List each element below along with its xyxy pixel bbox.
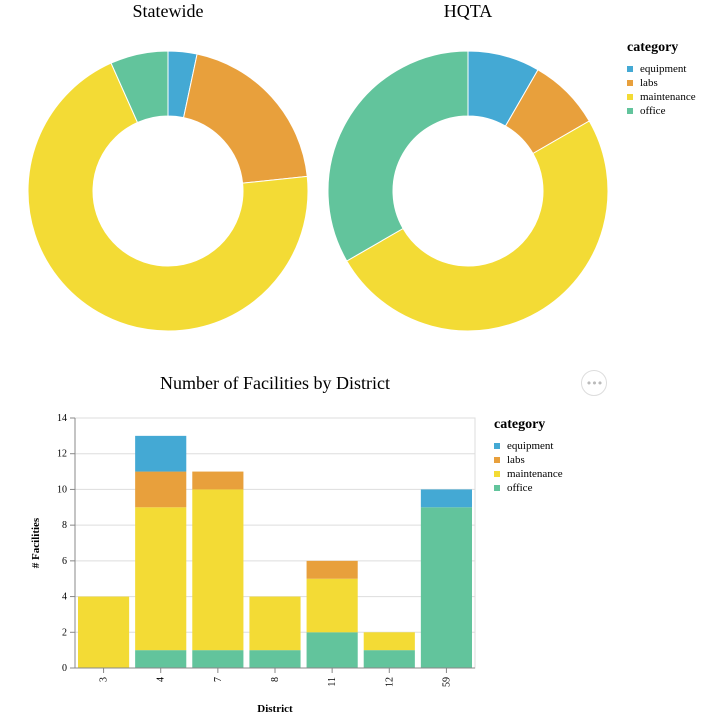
hqta-donut-chart: [327, 50, 609, 332]
y-tick-label: 14: [57, 413, 67, 424]
statewide-donut-chart: [27, 50, 309, 332]
top-legend-item-equipment[interactable]: equipment: [627, 62, 696, 76]
bar-maintenance-district-3[interactable]: [78, 596, 130, 668]
bottom-legend-item-office[interactable]: office: [494, 481, 563, 495]
bar-chart-marks: [78, 435, 472, 668]
y-tick-label: 12: [57, 449, 67, 460]
y-tick-label: 2: [62, 627, 67, 638]
bar-maintenance-district-11[interactable]: [306, 578, 358, 633]
bar-maintenance-district-7[interactable]: [192, 489, 244, 651]
bar-office-district-59[interactable]: [420, 507, 472, 668]
statewide-chart-title: Statewide: [132, 1, 204, 21]
top-legend-item-labs[interactable]: labs: [627, 76, 696, 90]
hqta-chart-title: HQTA: [443, 1, 493, 21]
bar-labs-district-11[interactable]: [306, 560, 358, 579]
bottom-legend-swatch-labs: [494, 457, 500, 463]
top-legend-swatch-office: [627, 108, 633, 114]
y-tick-label: 8: [62, 520, 67, 531]
bar-maintenance-district-12[interactable]: [363, 632, 415, 651]
donut-statewide-slice-office[interactable]: [110, 50, 169, 124]
bottom-legend-swatch-maintenance: [494, 471, 500, 477]
top-legend-label-maintenance: maintenance: [640, 91, 696, 103]
donut-statewide-slice-maintenance[interactable]: [27, 62, 309, 332]
bar-office-district-4[interactable]: [135, 650, 187, 668]
top-legend-swatch-maintenance: [627, 94, 633, 100]
y-tick-label: 4: [62, 592, 67, 603]
chart-menu-button[interactable]: •••: [581, 370, 607, 396]
top-legend-swatch-labs: [627, 80, 633, 86]
top-legend-item-office[interactable]: office: [627, 104, 696, 118]
x-tick-label: 7: [213, 677, 224, 682]
y-tick-label: 10: [57, 484, 67, 495]
bar-labs-district-7[interactable]: [192, 471, 244, 490]
x-tick-label: 8: [270, 677, 281, 682]
bar-maintenance-district-8[interactable]: [249, 596, 301, 651]
bottom-legend-swatch-office: [494, 485, 500, 491]
y-tick-label: 6: [62, 556, 67, 567]
bar-equipment-district-4[interactable]: [135, 435, 187, 472]
bar-office-district-12[interactable]: [363, 650, 415, 668]
top-legend: category equipment labs maintenance offi…: [627, 40, 696, 118]
top-legend-item-maintenance[interactable]: maintenance: [627, 90, 696, 104]
x-tick-label: 3: [99, 677, 110, 682]
ellipsis-icon: •••: [585, 376, 603, 390]
y-axis-title: # Facilities: [30, 517, 42, 568]
donut-hqta-slice-office[interactable]: [327, 50, 469, 262]
bar-chart-axes: 0 2 4 6 8 10 12 14 3 4 7 8 11 12 59 District # Facilitie…: [30, 413, 475, 715]
x-tick-label: 12: [384, 677, 395, 687]
x-tick-label: 59: [441, 677, 452, 687]
top-legend-label-equipment: equipment: [640, 63, 687, 75]
bottom-legend-swatch-equipment: [494, 443, 500, 449]
bottom-legend-item-equipment[interactable]: equipment: [494, 439, 563, 453]
bottom-legend-label-labs: labs: [507, 454, 525, 466]
bar-office-district-11[interactable]: [306, 632, 358, 668]
bottom-legend-item-maintenance[interactable]: maintenance: [494, 467, 563, 481]
top-legend-label-office: office: [640, 105, 666, 117]
bar-labs-district-4[interactable]: [135, 471, 187, 508]
bottom-legend-item-labs[interactable]: labs: [494, 453, 563, 467]
top-legend-label-labs: labs: [640, 77, 658, 89]
bar-maintenance-district-4[interactable]: [135, 507, 187, 651]
top-legend-swatch-equipment: [627, 66, 633, 72]
bar-equipment-district-59[interactable]: [420, 489, 472, 508]
donut-hqta-slice-maintenance[interactable]: [346, 120, 609, 332]
bottom-legend-title: category: [494, 417, 546, 432]
bar-office-district-8[interactable]: [249, 650, 301, 668]
x-tick-label: 11: [327, 677, 338, 687]
bottom-legend-label-equipment: equipment: [507, 440, 554, 452]
bar-office-district-7[interactable]: [192, 650, 244, 668]
x-tick-label: 4: [156, 677, 167, 682]
bottom-legend-label-office: office: [507, 482, 533, 494]
bottom-legend: category equipment labs maintenance offi…: [494, 417, 563, 495]
top-legend-title: category: [627, 40, 679, 55]
bottom-legend-label-maintenance: maintenance: [507, 468, 563, 480]
donut-statewide-slice-labs[interactable]: [183, 53, 308, 184]
x-axis-title: District: [257, 703, 293, 715]
bar-chart-title: Number of Facilities by District: [160, 373, 390, 393]
y-tick-label: 0: [62, 663, 67, 674]
